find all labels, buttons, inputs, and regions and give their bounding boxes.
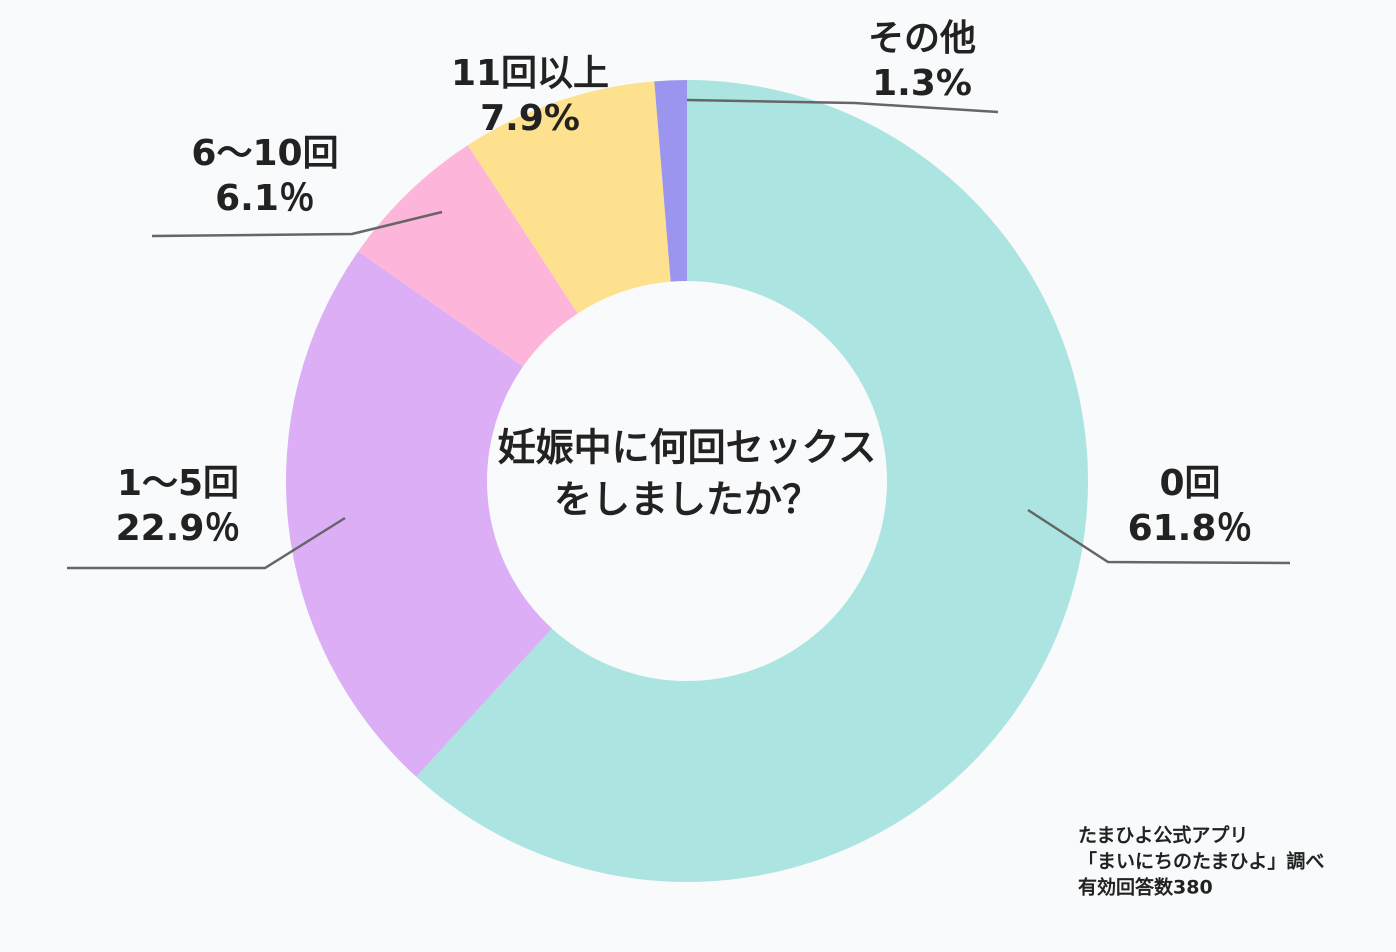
category-label: 1〜5回 xyxy=(117,463,239,504)
value-label: 61.8％ xyxy=(1128,508,1253,549)
center-text: 妊娠中に何回セックス xyxy=(498,426,877,470)
donut-slice xyxy=(416,80,1089,882)
source-note: 「まいにちのたまひよ」調べ xyxy=(1078,850,1324,873)
category-label: 11回以上 xyxy=(451,53,609,94)
leader-line xyxy=(67,516,346,570)
category-label: 0回 xyxy=(1159,463,1220,504)
donut-slice xyxy=(654,80,687,282)
donut-slice xyxy=(467,81,671,314)
value-label: 6.1％ xyxy=(215,178,315,219)
leader-line xyxy=(151,210,443,238)
value-label: 7.9% xyxy=(480,98,580,139)
leader-line xyxy=(686,98,999,114)
value-label: 1.3% xyxy=(872,63,972,104)
category-label: その他 xyxy=(868,18,976,59)
center-text: をしましたか？ xyxy=(554,478,820,522)
donut-slice xyxy=(358,145,578,367)
leader-line xyxy=(1027,508,1291,565)
value-label: 22.9％ xyxy=(116,508,241,549)
donut-slice xyxy=(285,251,552,777)
category-label: 6〜10回 xyxy=(191,133,338,174)
source-note: 有効回答数380 xyxy=(1078,876,1213,899)
source-note: たまひよ公式アプリ xyxy=(1078,824,1248,847)
